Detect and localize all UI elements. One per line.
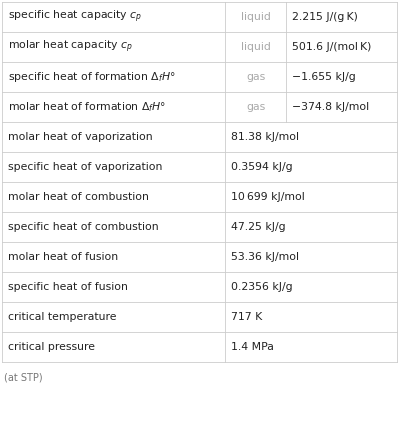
Text: specific heat of formation $\Delta_f H°$: specific heat of formation $\Delta_f H°$ (8, 70, 176, 84)
Text: 53.36 kJ/mol: 53.36 kJ/mol (231, 252, 299, 262)
Text: 501.6 J/(mol K): 501.6 J/(mol K) (292, 42, 372, 52)
Text: 1.4 MPa: 1.4 MPa (231, 342, 274, 352)
Text: specific heat capacity $c_p$: specific heat capacity $c_p$ (8, 9, 142, 25)
Text: liquid: liquid (241, 42, 271, 52)
Text: specific heat of vaporization: specific heat of vaporization (8, 162, 162, 172)
Text: molar heat of fusion: molar heat of fusion (8, 252, 118, 262)
Text: specific heat of combustion: specific heat of combustion (8, 222, 159, 232)
Text: critical pressure: critical pressure (8, 342, 95, 352)
Text: −1.655 kJ/g: −1.655 kJ/g (292, 72, 356, 82)
Text: molar heat of vaporization: molar heat of vaporization (8, 132, 153, 142)
Text: 2.215 J/(g K): 2.215 J/(g K) (292, 12, 358, 22)
Text: 47.25 kJ/g: 47.25 kJ/g (231, 222, 286, 232)
Text: molar heat of combustion: molar heat of combustion (8, 192, 149, 202)
Text: 0.2356 kJ/g: 0.2356 kJ/g (231, 282, 293, 292)
Text: 10 699 kJ/mol: 10 699 kJ/mol (231, 192, 305, 202)
Text: gas: gas (246, 102, 265, 112)
Text: 0.3594 kJ/g: 0.3594 kJ/g (231, 162, 293, 172)
Text: specific heat of fusion: specific heat of fusion (8, 282, 128, 292)
Text: liquid: liquid (241, 12, 271, 22)
Text: molar heat capacity $c_p$: molar heat capacity $c_p$ (8, 39, 132, 55)
Text: 81.38 kJ/mol: 81.38 kJ/mol (231, 132, 299, 142)
Text: molar heat of formation $\Delta_f H°$: molar heat of formation $\Delta_f H°$ (8, 100, 166, 114)
Text: −374.8 kJ/mol: −374.8 kJ/mol (292, 102, 369, 112)
Text: (at STP): (at STP) (4, 372, 43, 382)
Text: critical temperature: critical temperature (8, 312, 117, 322)
Text: 717 K: 717 K (231, 312, 263, 322)
Text: gas: gas (246, 72, 265, 82)
